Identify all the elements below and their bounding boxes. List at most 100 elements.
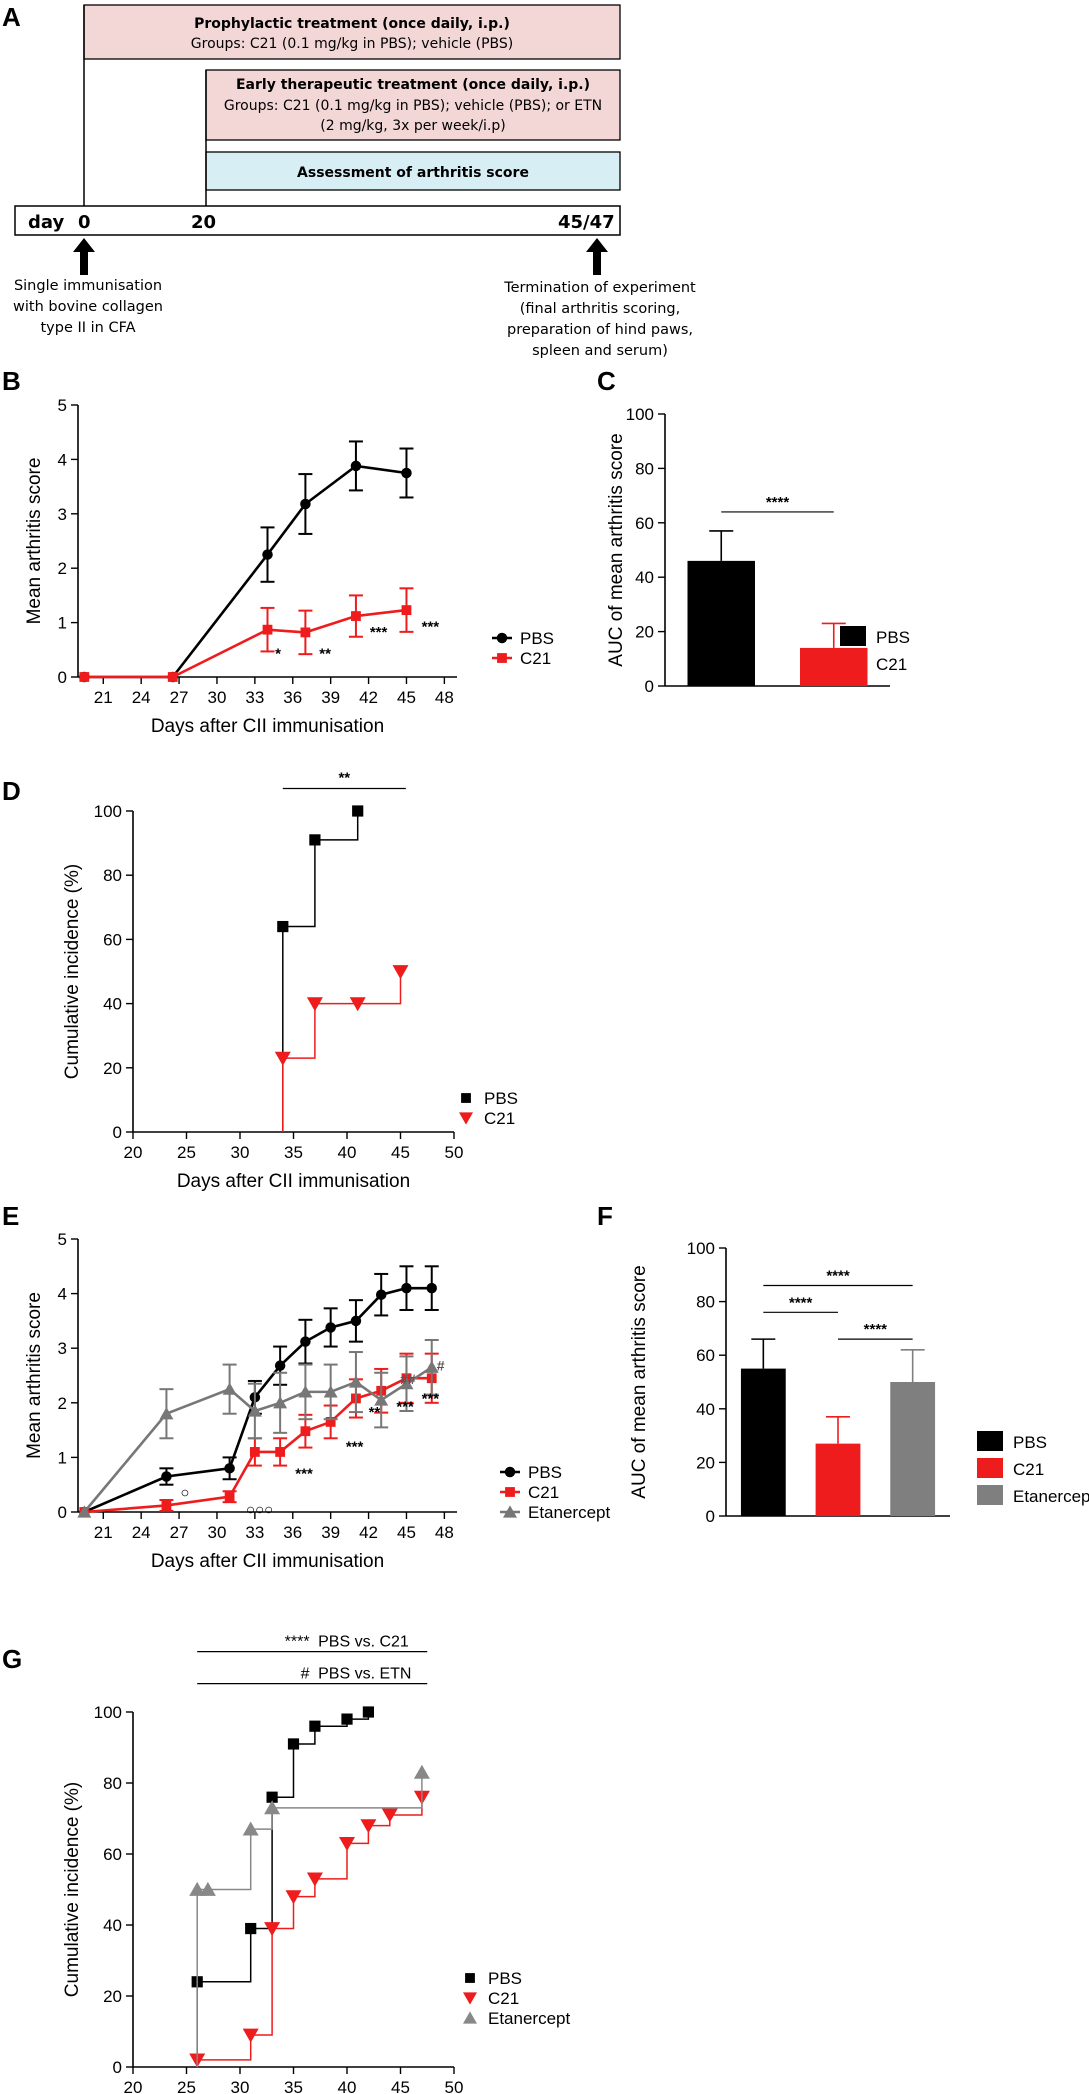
y-tick-label: 5 — [58, 1230, 67, 1249]
legend-label: C21 — [488, 1989, 519, 2008]
prophylactic-groups: Groups: C21 (0.1 mg/kg in PBS); vehicle … — [191, 36, 513, 52]
y-tick-label: 60 — [635, 514, 654, 533]
y-axis-title: Mean arthritis score — [24, 1292, 45, 1459]
y-tick-label: 0 — [645, 677, 654, 696]
end-note-line-2: (final arthritis scoring, — [520, 301, 680, 317]
early-treatment-title: Early therapeutic treatment (once daily,… — [236, 77, 590, 93]
series-etanercept — [77, 1339, 439, 1518]
x-tick-label: 33 — [245, 1523, 264, 1542]
significance-annotation: ** — [369, 1404, 381, 1421]
x-tick-label: 35 — [284, 1143, 303, 1162]
y-tick-label: 0 — [58, 668, 67, 687]
data-point — [245, 1922, 257, 1935]
x-tick-label: 39 — [321, 688, 340, 707]
x-tick-label: 45 — [397, 688, 416, 707]
legend-label: PBS — [1013, 1433, 1047, 1452]
data-point — [413, 1764, 430, 1779]
legend-label: Etanercept — [488, 2009, 570, 2028]
data-point — [401, 467, 412, 479]
y-tick-label: 60 — [696, 1346, 715, 1365]
y-tick-label: 2 — [58, 1394, 67, 1413]
x-tick-label: 36 — [283, 1523, 302, 1542]
data-point — [350, 460, 362, 472]
data-point — [77, 1505, 92, 1518]
y-tick-label: 80 — [696, 1293, 715, 1312]
significance-annotation: *** — [422, 1390, 440, 1407]
y-tick-label: 3 — [58, 505, 67, 524]
x-tick-label: 42 — [359, 1523, 378, 1542]
x-tick-label: 24 — [132, 1523, 151, 1542]
data-point — [199, 1881, 216, 1896]
data-point — [285, 1890, 302, 1905]
prophylactic-box — [83, 4, 621, 60]
data-point — [266, 1791, 278, 1803]
data-point — [300, 1336, 311, 1347]
y-tick-label: 100 — [94, 802, 122, 821]
significance-label: # — [301, 1666, 310, 1683]
significance-label: **** — [864, 1321, 888, 1338]
y-tick-label: 40 — [103, 995, 122, 1014]
legend-swatch — [977, 1431, 1003, 1451]
y-tick-label: 100 — [626, 405, 654, 424]
arrow-up-icon — [586, 238, 608, 275]
legend-label: PBS — [488, 1969, 522, 1988]
legend-label: PBS — [528, 1463, 562, 1482]
data-point — [159, 1407, 174, 1420]
data-point — [249, 1447, 260, 1457]
series-line — [282, 971, 402, 1132]
x-tick-label: 40 — [338, 2078, 357, 2094]
y-tick-label: 100 — [687, 1239, 715, 1258]
legend-label: PBS — [876, 628, 910, 647]
data-point — [167, 672, 178, 682]
data-point — [352, 805, 364, 817]
x-tick-label: 45 — [391, 2078, 410, 2094]
data-point — [401, 605, 412, 615]
end-note-line-1: Termination of experiment — [503, 280, 696, 296]
data-point — [298, 1385, 313, 1398]
data-point — [351, 611, 361, 621]
significance-annotation: *** — [295, 1466, 313, 1483]
significance-label: **** — [285, 1634, 310, 1651]
data-point — [426, 1282, 437, 1294]
x-tick-label: 50 — [445, 2078, 464, 2094]
legend-label: Etanercept — [528, 1503, 610, 1522]
y-tick-label: 0 — [113, 2058, 122, 2077]
x-tick-label: 30 — [208, 1523, 227, 1542]
y-tick-label: 40 — [635, 568, 654, 587]
significance-label: ** — [338, 770, 350, 787]
series-line — [84, 608, 407, 679]
data-point — [360, 1819, 377, 1834]
series-pbs — [277, 805, 364, 1132]
data-point — [189, 1881, 206, 1896]
x-tick-label: 40 — [338, 1143, 357, 1162]
data-point — [325, 1417, 336, 1427]
legend-label: C21 — [528, 1483, 559, 1502]
data-point — [350, 1315, 362, 1327]
panel-letter: C — [597, 366, 616, 396]
data-point — [306, 997, 323, 1012]
data-point — [374, 1393, 389, 1406]
x-tick-label: 33 — [245, 688, 264, 707]
legend-label: C21 — [1013, 1460, 1044, 1479]
legend-marker — [461, 1093, 471, 1103]
legend-label: PBS — [520, 629, 554, 648]
data-point — [306, 1872, 323, 1887]
data-point — [309, 834, 321, 846]
significance-annotation: *** — [422, 618, 440, 635]
data-point — [264, 1800, 281, 1815]
data-point — [161, 1471, 172, 1482]
data-point — [348, 1375, 363, 1388]
early-treatment-groups: Groups: C21 (0.1 mg/kg in PBS); vehicle … — [224, 98, 602, 114]
series-line — [196, 1797, 423, 2067]
series-etanercept — [189, 1764, 430, 2067]
significance-annotation: ○ — [180, 1484, 189, 1501]
data-point — [222, 1382, 237, 1395]
prophylactic-title: Prophylactic treatment (once daily, i.p.… — [194, 16, 510, 32]
y-tick-label: 2 — [58, 559, 67, 578]
x-axis-title: Days after CII immunisation — [151, 1551, 384, 1572]
y-tick-label: 20 — [103, 1059, 122, 1078]
legend-marker — [459, 1112, 473, 1125]
bar — [890, 1382, 936, 1516]
x-tick-label: 30 — [208, 688, 227, 707]
significance-comparison: PBS vs. ETN — [318, 1666, 411, 1683]
